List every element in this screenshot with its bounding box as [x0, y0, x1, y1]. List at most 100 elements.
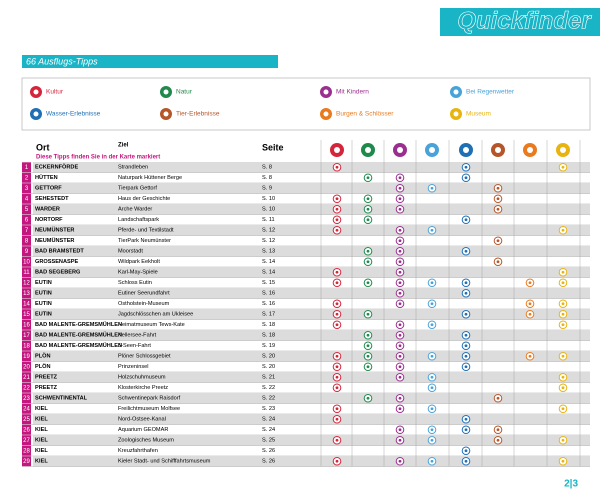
row-icon-glyph: [398, 239, 402, 243]
row-bg: [33, 246, 590, 257]
col-ort: Ort: [36, 142, 50, 152]
row-ort: PREETZ: [35, 375, 58, 381]
row-icon-glyph: [496, 260, 500, 264]
row-number-bg: [22, 361, 31, 372]
row-ziel: Pferde- und Textilstadt: [118, 228, 174, 234]
row-icon-glyph: [398, 249, 402, 253]
row-icon-glyph: [430, 323, 434, 327]
row-number: 26: [23, 427, 30, 433]
row-ort: BAD MALENTE-GREMSMÜHLEN: [35, 332, 122, 339]
row-icon-glyph: [398, 228, 402, 232]
row-icon-glyph: [464, 291, 468, 295]
row-ziel: Kellersee-Fahrt: [118, 333, 157, 339]
row-ziel: Heimatmuseum Tews-Kate: [118, 322, 185, 328]
row-number-bg: [22, 351, 31, 362]
row-number-bg: [22, 330, 31, 341]
row-number: 8: [25, 238, 29, 244]
row-icon-glyph: [366, 207, 370, 211]
row-ziel: Kreuzfahrthafen: [118, 448, 158, 454]
row-number-bg: [22, 445, 31, 456]
row-number-bg: [22, 204, 31, 215]
title-bar: [440, 8, 600, 36]
row-number: 5: [25, 207, 29, 213]
row-icon-glyph: [398, 365, 402, 369]
row-icon-glyph: [398, 459, 402, 463]
row-icon-glyph: [496, 396, 500, 400]
row-seite: S. 22: [262, 396, 275, 402]
row-seite: S. 9: [262, 186, 272, 192]
row-icon-glyph: [335, 197, 339, 201]
row-icon-glyph: [528, 302, 532, 306]
row-seite: S. 8: [262, 175, 272, 181]
row-icon-glyph: [335, 302, 339, 306]
row-icon-glyph: [430, 459, 434, 463]
row-number-bg: [22, 162, 31, 173]
legend-box: [21, 77, 591, 131]
row-icon-glyph: [335, 323, 339, 327]
row-bg: [33, 414, 590, 425]
row-seite: S. 12: [262, 228, 275, 234]
row-icon-glyph: [398, 428, 402, 432]
row-icon-glyph: [561, 438, 565, 442]
legend-icon-inner: [33, 89, 39, 95]
row-number-bg: [22, 256, 31, 267]
row-seite: S. 20: [262, 354, 275, 360]
row-ort: PLÖN: [35, 353, 51, 360]
row-icon-glyph: [335, 312, 339, 316]
row-icon-glyph: [464, 344, 468, 348]
legend-icon-inner: [163, 89, 169, 95]
row-number-bg: [22, 235, 31, 246]
row-number-bg: [22, 309, 31, 320]
row-ziel: Arche Warder: [118, 207, 152, 213]
row-ziel: Holzschuhmuseum: [118, 375, 166, 381]
row-icon-glyph: [335, 281, 339, 285]
row-ort: EUTIN: [35, 301, 52, 307]
row-seite: S. 14: [262, 259, 275, 265]
row-icon-glyph: [561, 312, 565, 316]
column-icon-inner: [397, 147, 403, 153]
row-seite: S. 15: [262, 280, 275, 286]
page-numbers: 2|3: [564, 479, 578, 490]
row-ziel: Plöner Schlossgebiet: [118, 354, 171, 360]
row-ziel: Haus der Geschichte: [118, 196, 170, 202]
row-number: 11: [23, 270, 30, 276]
row-icon-glyph: [496, 186, 500, 190]
row-icon-glyph: [561, 270, 565, 274]
row-bg: [33, 435, 590, 446]
legend-icon-inner: [33, 111, 39, 117]
row-icon-glyph: [430, 386, 434, 390]
row-ort: BAD SEGEBERG: [35, 270, 80, 276]
column-icon-inner: [365, 147, 371, 153]
row-ort: GETTORF: [35, 186, 62, 192]
row-ort: KIEL: [35, 427, 48, 433]
row-bg: [33, 267, 590, 278]
row-ziel: Zoologisches Museum: [118, 438, 174, 444]
row-ziel: Tierpark Gettorf: [118, 186, 157, 192]
row-bg: [33, 225, 590, 236]
row-ziel: Strandleben: [118, 165, 148, 171]
row-icon-glyph: [335, 459, 339, 463]
row-icon-glyph: [335, 218, 339, 222]
row-icon-glyph: [398, 260, 402, 264]
row-seite: S. 21: [262, 375, 275, 381]
row-ort: BAD BRAMSTEDT: [35, 249, 84, 255]
legend-icon-inner: [453, 111, 459, 117]
row-ort: WARDER: [35, 207, 60, 213]
row-number: 9: [25, 249, 29, 255]
row-ort: GROSSENASPE: [35, 259, 78, 265]
row-icon-glyph: [430, 281, 434, 285]
row-icon-glyph: [366, 396, 370, 400]
row-number-bg: [22, 225, 31, 236]
row-icon-glyph: [561, 281, 565, 285]
row-number: 1: [25, 165, 29, 171]
row-icon-glyph: [398, 281, 402, 285]
row-icon-glyph: [335, 386, 339, 390]
row-number: 23: [23, 396, 30, 402]
column-icon-inner: [527, 147, 533, 153]
row-ziel: Moorstadt: [118, 249, 143, 255]
row-icon-glyph: [430, 428, 434, 432]
legend-icon-inner: [163, 111, 169, 117]
row-seite: S. 10: [262, 196, 275, 202]
legend-label: Bei Regenwetter: [466, 89, 515, 96]
